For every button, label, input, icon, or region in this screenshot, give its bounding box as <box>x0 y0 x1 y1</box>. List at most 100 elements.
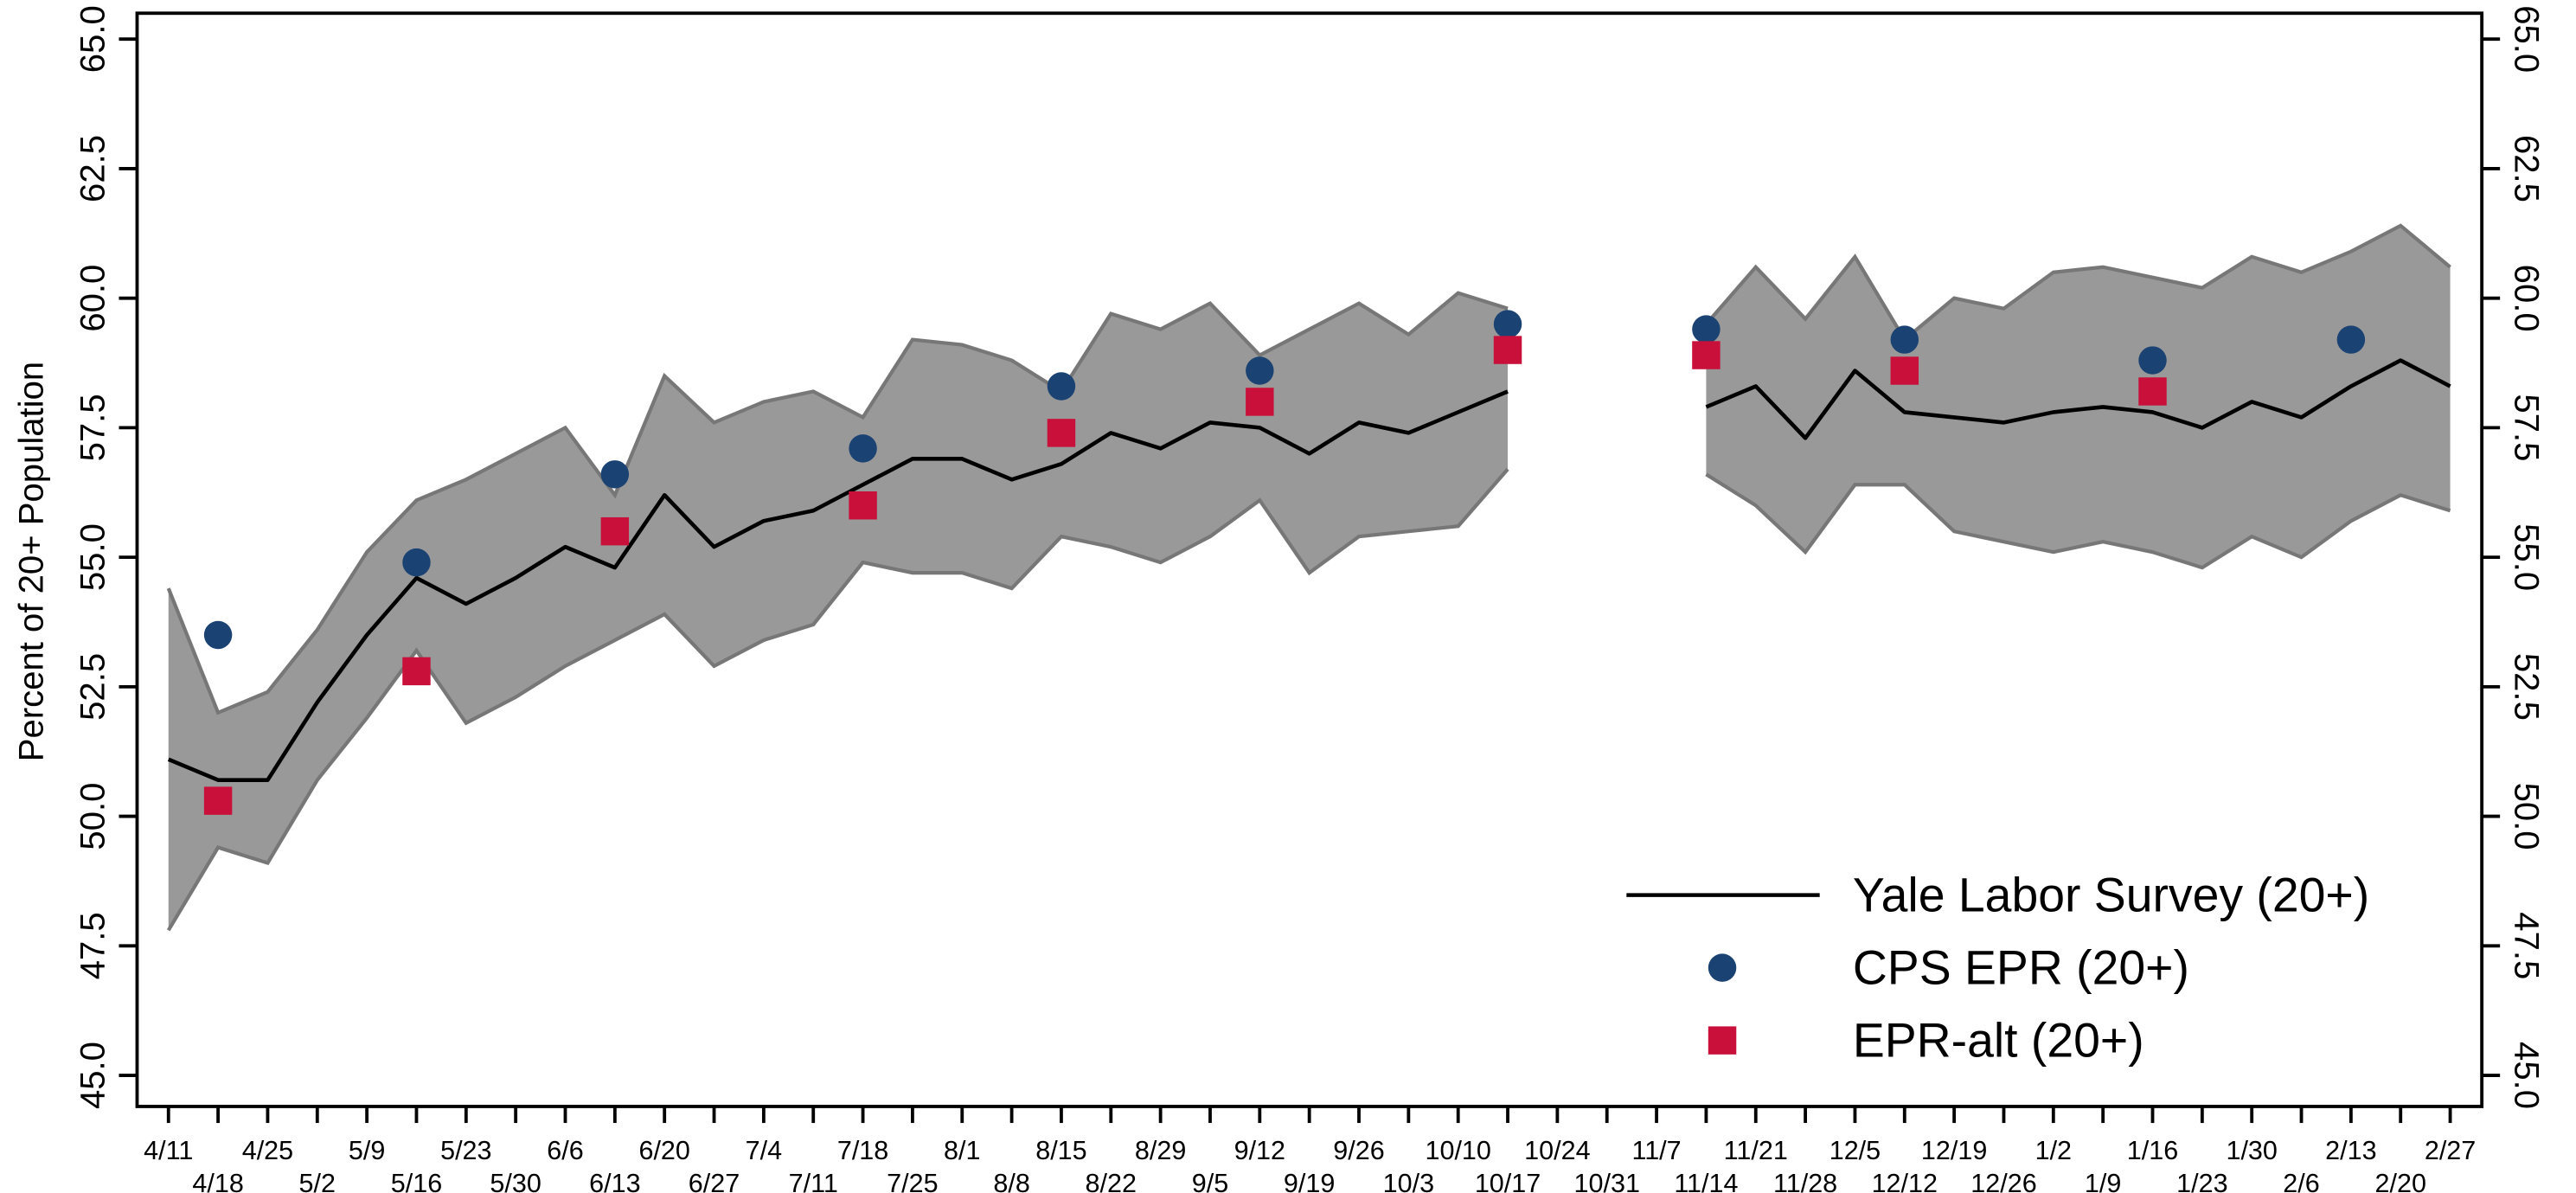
y2-tick-label: 57.5 <box>2507 394 2545 461</box>
x-tick-label: 7/4 <box>746 1136 782 1165</box>
x-tick-label: 1/9 <box>2085 1169 2121 1193</box>
y-tick-label: 45.0 <box>74 1042 112 1109</box>
x-tick-label: 5/9 <box>349 1136 385 1165</box>
point <box>1047 372 1076 401</box>
line <box>167 389 1509 782</box>
x-tick-label: 11/7 <box>1631 1136 1681 1165</box>
line <box>1705 358 2451 440</box>
y-tick-label: 47.5 <box>74 912 112 979</box>
x-tick-label: 7/11 <box>789 1169 838 1193</box>
point <box>2138 346 2167 375</box>
x-tick-label: 11/28 <box>1773 1169 1837 1193</box>
x-tick-label: 7/25 <box>887 1169 938 1193</box>
legend-label: EPR-alt (20+) <box>1853 1014 2144 1068</box>
x-tick-label: 2/20 <box>2375 1169 2426 1193</box>
x-tick-label: 12/12 <box>1872 1169 1938 1193</box>
point <box>1246 356 1274 385</box>
y2-tick-label: 50.0 <box>2507 783 2545 850</box>
y2-tick-label: 55.0 <box>2507 523 2545 591</box>
y2-tick-label: 60.0 <box>2507 265 2545 332</box>
y2-tick-label: 47.5 <box>2507 912 2545 979</box>
confidence-band <box>1706 225 2451 568</box>
x-tick-label: 8/29 <box>1135 1136 1186 1165</box>
x-tick-label: 6/20 <box>638 1136 689 1165</box>
y-tick-label: 62.5 <box>74 135 112 202</box>
x-tick-label: 9/5 <box>1192 1169 1228 1193</box>
x-tick-label: 12/19 <box>1921 1136 1987 1165</box>
y-tick-label: 65.0 <box>74 5 112 73</box>
x-tick-label: 10/31 <box>1574 1169 1640 1193</box>
x-tick-label: 5/16 <box>391 1169 442 1193</box>
x-tick-label: 2/6 <box>2283 1169 2319 1193</box>
point <box>203 786 233 815</box>
legend-label: CPS EPR (20+) <box>1853 941 2189 995</box>
confidence-band <box>168 292 1509 931</box>
point <box>600 460 630 489</box>
x-tick-label: 10/17 <box>1475 1169 1541 1193</box>
band-edge <box>166 467 1509 932</box>
x-tick-label: 10/24 <box>1524 1136 1590 1165</box>
y-tick-label: 50.0 <box>74 783 112 850</box>
y2-tick-label: 52.5 <box>2507 653 2545 721</box>
point <box>600 516 630 546</box>
y-tick-label: 57.5 <box>74 394 112 461</box>
x-tick-label: 10/3 <box>1383 1169 1434 1193</box>
y-tick-label: 60.0 <box>74 265 112 332</box>
legend-swatch <box>1708 1026 1737 1055</box>
point <box>203 620 233 650</box>
y2-tick-label: 45.0 <box>2507 1042 2545 1109</box>
x-tick-label: 10/10 <box>1425 1136 1490 1165</box>
point <box>1493 310 1522 338</box>
point <box>2138 377 2167 406</box>
x-tick-label: 9/12 <box>1234 1136 1285 1165</box>
x-tick-label: 6/6 <box>547 1136 583 1165</box>
x-tick-label: 12/26 <box>1970 1169 2036 1193</box>
band-edge <box>1705 472 2451 570</box>
point <box>1890 325 1919 354</box>
x-tick-label: 1/23 <box>2176 1169 2227 1193</box>
legend-label: Yale Labor Survey (20+) <box>1853 869 2369 922</box>
point <box>2336 325 2366 354</box>
y-tick-label: 52.5 <box>74 653 112 721</box>
x-tick-label: 9/26 <box>1333 1136 1384 1165</box>
x-tick-label: 2/13 <box>2325 1136 2376 1165</box>
x-tick-label: 8/8 <box>993 1169 1029 1193</box>
point <box>1692 341 1721 369</box>
x-tick-label: 11/14 <box>1674 1169 1738 1193</box>
x-tick-label: 6/13 <box>589 1169 640 1193</box>
x-tick-label: 8/15 <box>1035 1136 1086 1165</box>
x-tick-label: 4/25 <box>242 1136 293 1165</box>
point <box>402 657 431 686</box>
x-tick-label: 8/22 <box>1086 1169 1137 1193</box>
band-edge <box>166 291 1509 715</box>
y2-tick-label: 62.5 <box>2507 135 2545 202</box>
point <box>1246 388 1274 416</box>
x-tick-label: 4/18 <box>192 1169 243 1193</box>
x-tick-label: 8/1 <box>944 1136 980 1165</box>
x-tick-label: 5/30 <box>490 1169 541 1193</box>
y-tick-label: 55.0 <box>74 523 112 591</box>
x-tick-label: 4/11 <box>144 1136 193 1165</box>
x-tick-label: 5/2 <box>299 1169 336 1193</box>
x-tick-label: 12/5 <box>1829 1136 1881 1165</box>
point <box>1493 336 1522 364</box>
y-axis-label: Percent of 20+ Population <box>13 362 51 761</box>
band-edge <box>1704 223 2451 343</box>
x-tick-label: 9/19 <box>1284 1169 1335 1193</box>
x-tick-label: 5/23 <box>440 1136 491 1165</box>
x-tick-label: 7/18 <box>837 1136 888 1165</box>
point <box>402 548 431 577</box>
point <box>849 434 877 463</box>
x-tick-label: 1/16 <box>2127 1136 2178 1165</box>
legend-swatch <box>1708 953 1737 982</box>
y2-tick-label: 65.0 <box>2507 5 2545 73</box>
x-tick-label: 2/27 <box>2425 1136 2476 1165</box>
x-tick-label: 1/2 <box>2035 1136 2072 1165</box>
x-tick-label: 11/21 <box>1724 1136 1788 1165</box>
x-tick-label: 6/27 <box>689 1169 740 1193</box>
point <box>1047 419 1076 447</box>
point <box>849 491 877 520</box>
point <box>1890 356 1919 385</box>
point <box>1692 315 1721 343</box>
